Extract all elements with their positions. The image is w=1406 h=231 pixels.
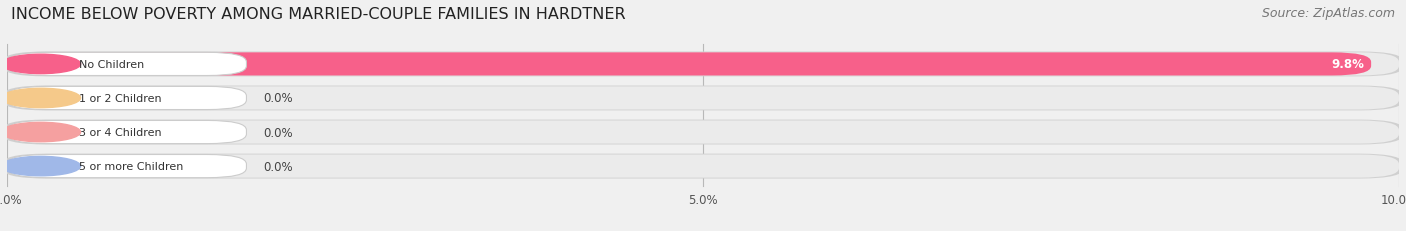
FancyBboxPatch shape: [1, 52, 1405, 77]
Text: 0.0%: 0.0%: [263, 126, 292, 139]
Circle shape: [1, 55, 80, 74]
FancyBboxPatch shape: [1, 86, 1405, 111]
FancyBboxPatch shape: [7, 155, 1399, 178]
Text: No Children: No Children: [79, 60, 143, 70]
Text: 9.8%: 9.8%: [1331, 58, 1364, 71]
FancyBboxPatch shape: [7, 87, 1399, 110]
FancyBboxPatch shape: [7, 53, 1371, 76]
Text: 0.0%: 0.0%: [263, 160, 292, 173]
Text: INCOME BELOW POVERTY AMONG MARRIED-COUPLE FAMILIES IN HARDTNER: INCOME BELOW POVERTY AMONG MARRIED-COUPL…: [11, 7, 626, 22]
FancyBboxPatch shape: [1, 120, 1405, 145]
Text: 5 or more Children: 5 or more Children: [79, 161, 183, 171]
FancyBboxPatch shape: [7, 155, 246, 178]
Text: 0.0%: 0.0%: [263, 92, 292, 105]
FancyBboxPatch shape: [7, 87, 246, 110]
FancyBboxPatch shape: [1, 154, 1405, 179]
Text: Source: ZipAtlas.com: Source: ZipAtlas.com: [1261, 7, 1395, 20]
Text: 3 or 4 Children: 3 or 4 Children: [79, 128, 162, 137]
FancyBboxPatch shape: [7, 53, 1399, 76]
FancyBboxPatch shape: [7, 121, 1399, 144]
FancyBboxPatch shape: [7, 53, 246, 76]
FancyBboxPatch shape: [7, 121, 246, 144]
Circle shape: [1, 123, 80, 142]
Text: 1 or 2 Children: 1 or 2 Children: [79, 94, 162, 103]
Circle shape: [1, 89, 80, 108]
Circle shape: [1, 157, 80, 176]
